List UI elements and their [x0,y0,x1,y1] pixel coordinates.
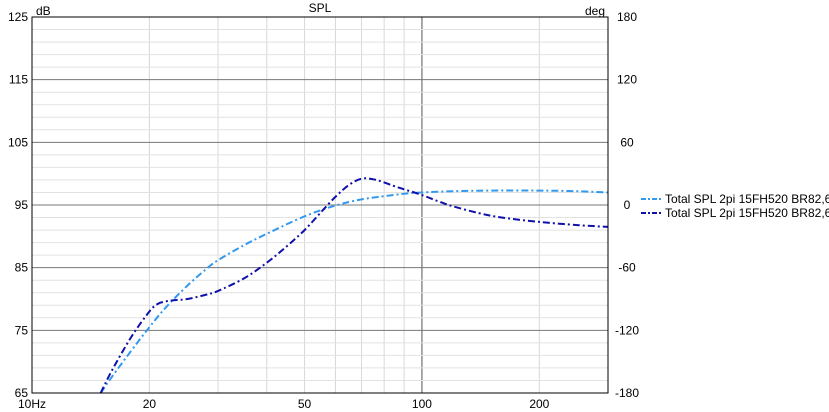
chart-title: SPL [309,1,332,15]
x-tick-label: 200 [529,397,549,411]
y-tick-label: 65 [15,386,29,400]
y-tick-label: 95 [15,198,29,212]
y2-tick-label: 120 [617,73,637,87]
y-tick-label: 85 [15,261,29,275]
series-lines [99,177,609,394]
legend-label-2: Total SPL 2pi 15FH520 BR82,6 [665,206,829,220]
y-tick-label: 125 [8,10,28,24]
y2-axis-unit-label: deg [585,4,605,18]
legend-label-1: Total SPL 2pi 15FH520 BR82,6 [665,192,829,206]
y2-tick-label: -180 [615,386,639,400]
y-tick-label: 75 [15,323,29,337]
y-tick-label: 105 [8,135,28,149]
y-tick-label: 115 [9,73,28,87]
grid-lines [31,16,609,394]
x-tick-label: 50 [298,397,312,411]
x-tick-label: 100 [412,397,432,411]
y-axis-unit-label: dB [36,4,51,18]
x-tick-label: 10Hz [18,397,46,411]
axis-ticks: 125 115 105 95 85 75 65 180 120 60 0 -60 -120 -180 10H… [8,10,639,411]
y2-tick-label: 0 [624,198,631,212]
y2-tick-label: 60 [620,135,634,149]
series-line-2 [99,177,609,394]
y2-tick-label: 180 [617,10,637,24]
plot-frame [31,16,609,394]
y2-tick-label: -120 [615,323,639,337]
y2-tick-label: -60 [618,261,636,275]
series-line-1 [99,189,609,394]
x-tick-label: 20 [143,397,157,411]
